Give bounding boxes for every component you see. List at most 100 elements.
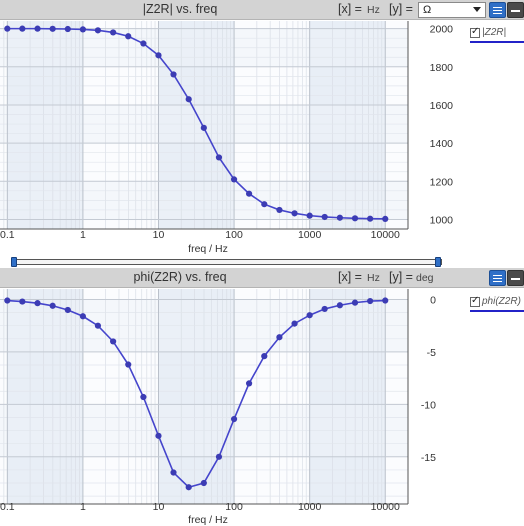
data-point <box>34 25 41 32</box>
x-tick-label: 10 <box>153 229 165 241</box>
data-point <box>19 25 26 32</box>
legend-checkbox[interactable] <box>470 26 480 38</box>
x-tick-label: 1000 <box>298 229 322 241</box>
data-point <box>49 25 56 32</box>
data-point <box>125 361 132 368</box>
phase-panel: phi(Z2R) vs. freq [x] = Hz [y] = deg 0.1… <box>0 268 524 526</box>
y-tick-label: 1000 <box>430 214 454 226</box>
minimize-button[interactable] <box>507 270 524 286</box>
magnitude-chart[interactable]: 0.1 1 10 100 1000 10000 1000 1200 1400 1600 1800 20… <box>0 21 524 255</box>
y-tick-label: 2000 <box>430 24 454 36</box>
data-point <box>382 215 389 222</box>
data-point <box>291 320 298 327</box>
data-point <box>276 334 283 341</box>
x-unit-label: [x] = <box>338 2 362 16</box>
data-point <box>79 313 87 320</box>
data-point <box>64 25 71 33</box>
data-point <box>351 215 359 222</box>
data-point <box>79 26 87 33</box>
data-point <box>367 215 374 222</box>
legend-line <box>470 41 524 43</box>
magnitude-panel-header: |Z2R| vs. freq [x] = Hz [y] = Ω <box>0 0 524 20</box>
data-point <box>367 297 374 305</box>
data-point <box>185 96 192 103</box>
data-point <box>230 176 238 183</box>
data-point <box>94 27 102 34</box>
data-point <box>215 154 223 161</box>
data-point <box>4 25 11 32</box>
data-point <box>49 302 56 309</box>
x-tick-label: 0.1 <box>0 501 15 513</box>
x-tick-label: 1 <box>80 501 86 513</box>
x-unit-value: Hz <box>367 272 380 284</box>
y-tick-label: -5 <box>427 347 436 359</box>
y-unit-value: deg <box>416 272 434 284</box>
data-point <box>19 298 26 305</box>
data-point <box>291 210 298 217</box>
data-point <box>34 300 41 307</box>
data-point <box>351 299 359 306</box>
chevron-down-icon <box>473 7 481 12</box>
list-button[interactable] <box>489 2 506 18</box>
range-slider[interactable] <box>0 255 524 268</box>
data-point <box>140 40 147 47</box>
x-tick-label: 10000 <box>371 501 400 513</box>
y-unit-select[interactable]: Ω <box>418 2 486 18</box>
x-axis-label: freq / Hz <box>188 514 228 526</box>
data-point <box>155 432 162 439</box>
data-point <box>261 353 268 360</box>
y-unit-select-value: Ω <box>423 4 432 16</box>
y-tick-label: 1600 <box>430 100 454 112</box>
data-point <box>230 415 238 423</box>
x-tick-label: 1000 <box>298 501 322 513</box>
y-tick-label: 0 <box>430 294 436 306</box>
list-button[interactable] <box>489 270 506 286</box>
x-axis-label: freq / Hz <box>188 243 228 255</box>
data-point <box>200 124 207 131</box>
magnitude-panel: |Z2R| vs. freq [x] = Hz [y] = Ω 0.1 1 10 10… <box>0 0 524 255</box>
data-point <box>110 338 117 345</box>
x-tick-label: 1 <box>80 229 86 241</box>
data-point <box>64 306 71 314</box>
data-point <box>276 206 283 214</box>
x-unit-value: Hz <box>367 4 380 16</box>
x-tick-label: 100 <box>225 501 243 513</box>
data-point <box>170 469 177 476</box>
legend-label: phi(Z2R) <box>482 296 521 307</box>
y-tick-label: -15 <box>421 452 436 464</box>
data-point <box>155 52 162 59</box>
data-point <box>306 212 313 219</box>
data-point <box>125 33 132 40</box>
data-point <box>245 380 253 387</box>
range-track <box>12 259 442 265</box>
phase-chart[interactable]: 0.1 1 10 100 1000 10000 0 -5 -10 -15 freq / Hz <box>0 289 524 526</box>
x-tick-label: 0.1 <box>0 229 15 241</box>
data-point <box>336 302 343 309</box>
x-tick-label: 10000 <box>371 229 400 241</box>
data-point <box>170 71 177 78</box>
magnitude-panel-title: |Z2R| vs. freq <box>142 2 218 16</box>
x-tick-label: 10 <box>153 501 165 513</box>
y-tick-label: 1200 <box>430 176 454 188</box>
legend-line <box>470 310 524 312</box>
data-point <box>200 479 207 487</box>
data-point <box>110 29 117 36</box>
phase-panel-title: phi(Z2R) vs. freq <box>133 270 227 284</box>
y-unit-label: [y] = <box>389 2 413 16</box>
data-point <box>94 322 102 329</box>
legend-label: |Z2R| <box>482 27 507 38</box>
data-point <box>245 190 253 197</box>
data-point <box>321 213 328 221</box>
legend-checkbox[interactable] <box>470 295 480 307</box>
phase-panel-header: phi(Z2R) vs. freq [x] = Hz [y] = deg <box>0 268 524 288</box>
y-tick-label: 1800 <box>430 62 454 74</box>
data-point <box>215 453 223 460</box>
range-handle-start[interactable] <box>11 257 17 267</box>
minimize-button[interactable] <box>507 2 524 18</box>
x-unit-label: [x] = <box>338 270 362 284</box>
data-point <box>140 393 147 401</box>
range-handle-end[interactable] <box>435 257 441 267</box>
data-point <box>306 312 313 319</box>
data-point <box>261 201 268 208</box>
